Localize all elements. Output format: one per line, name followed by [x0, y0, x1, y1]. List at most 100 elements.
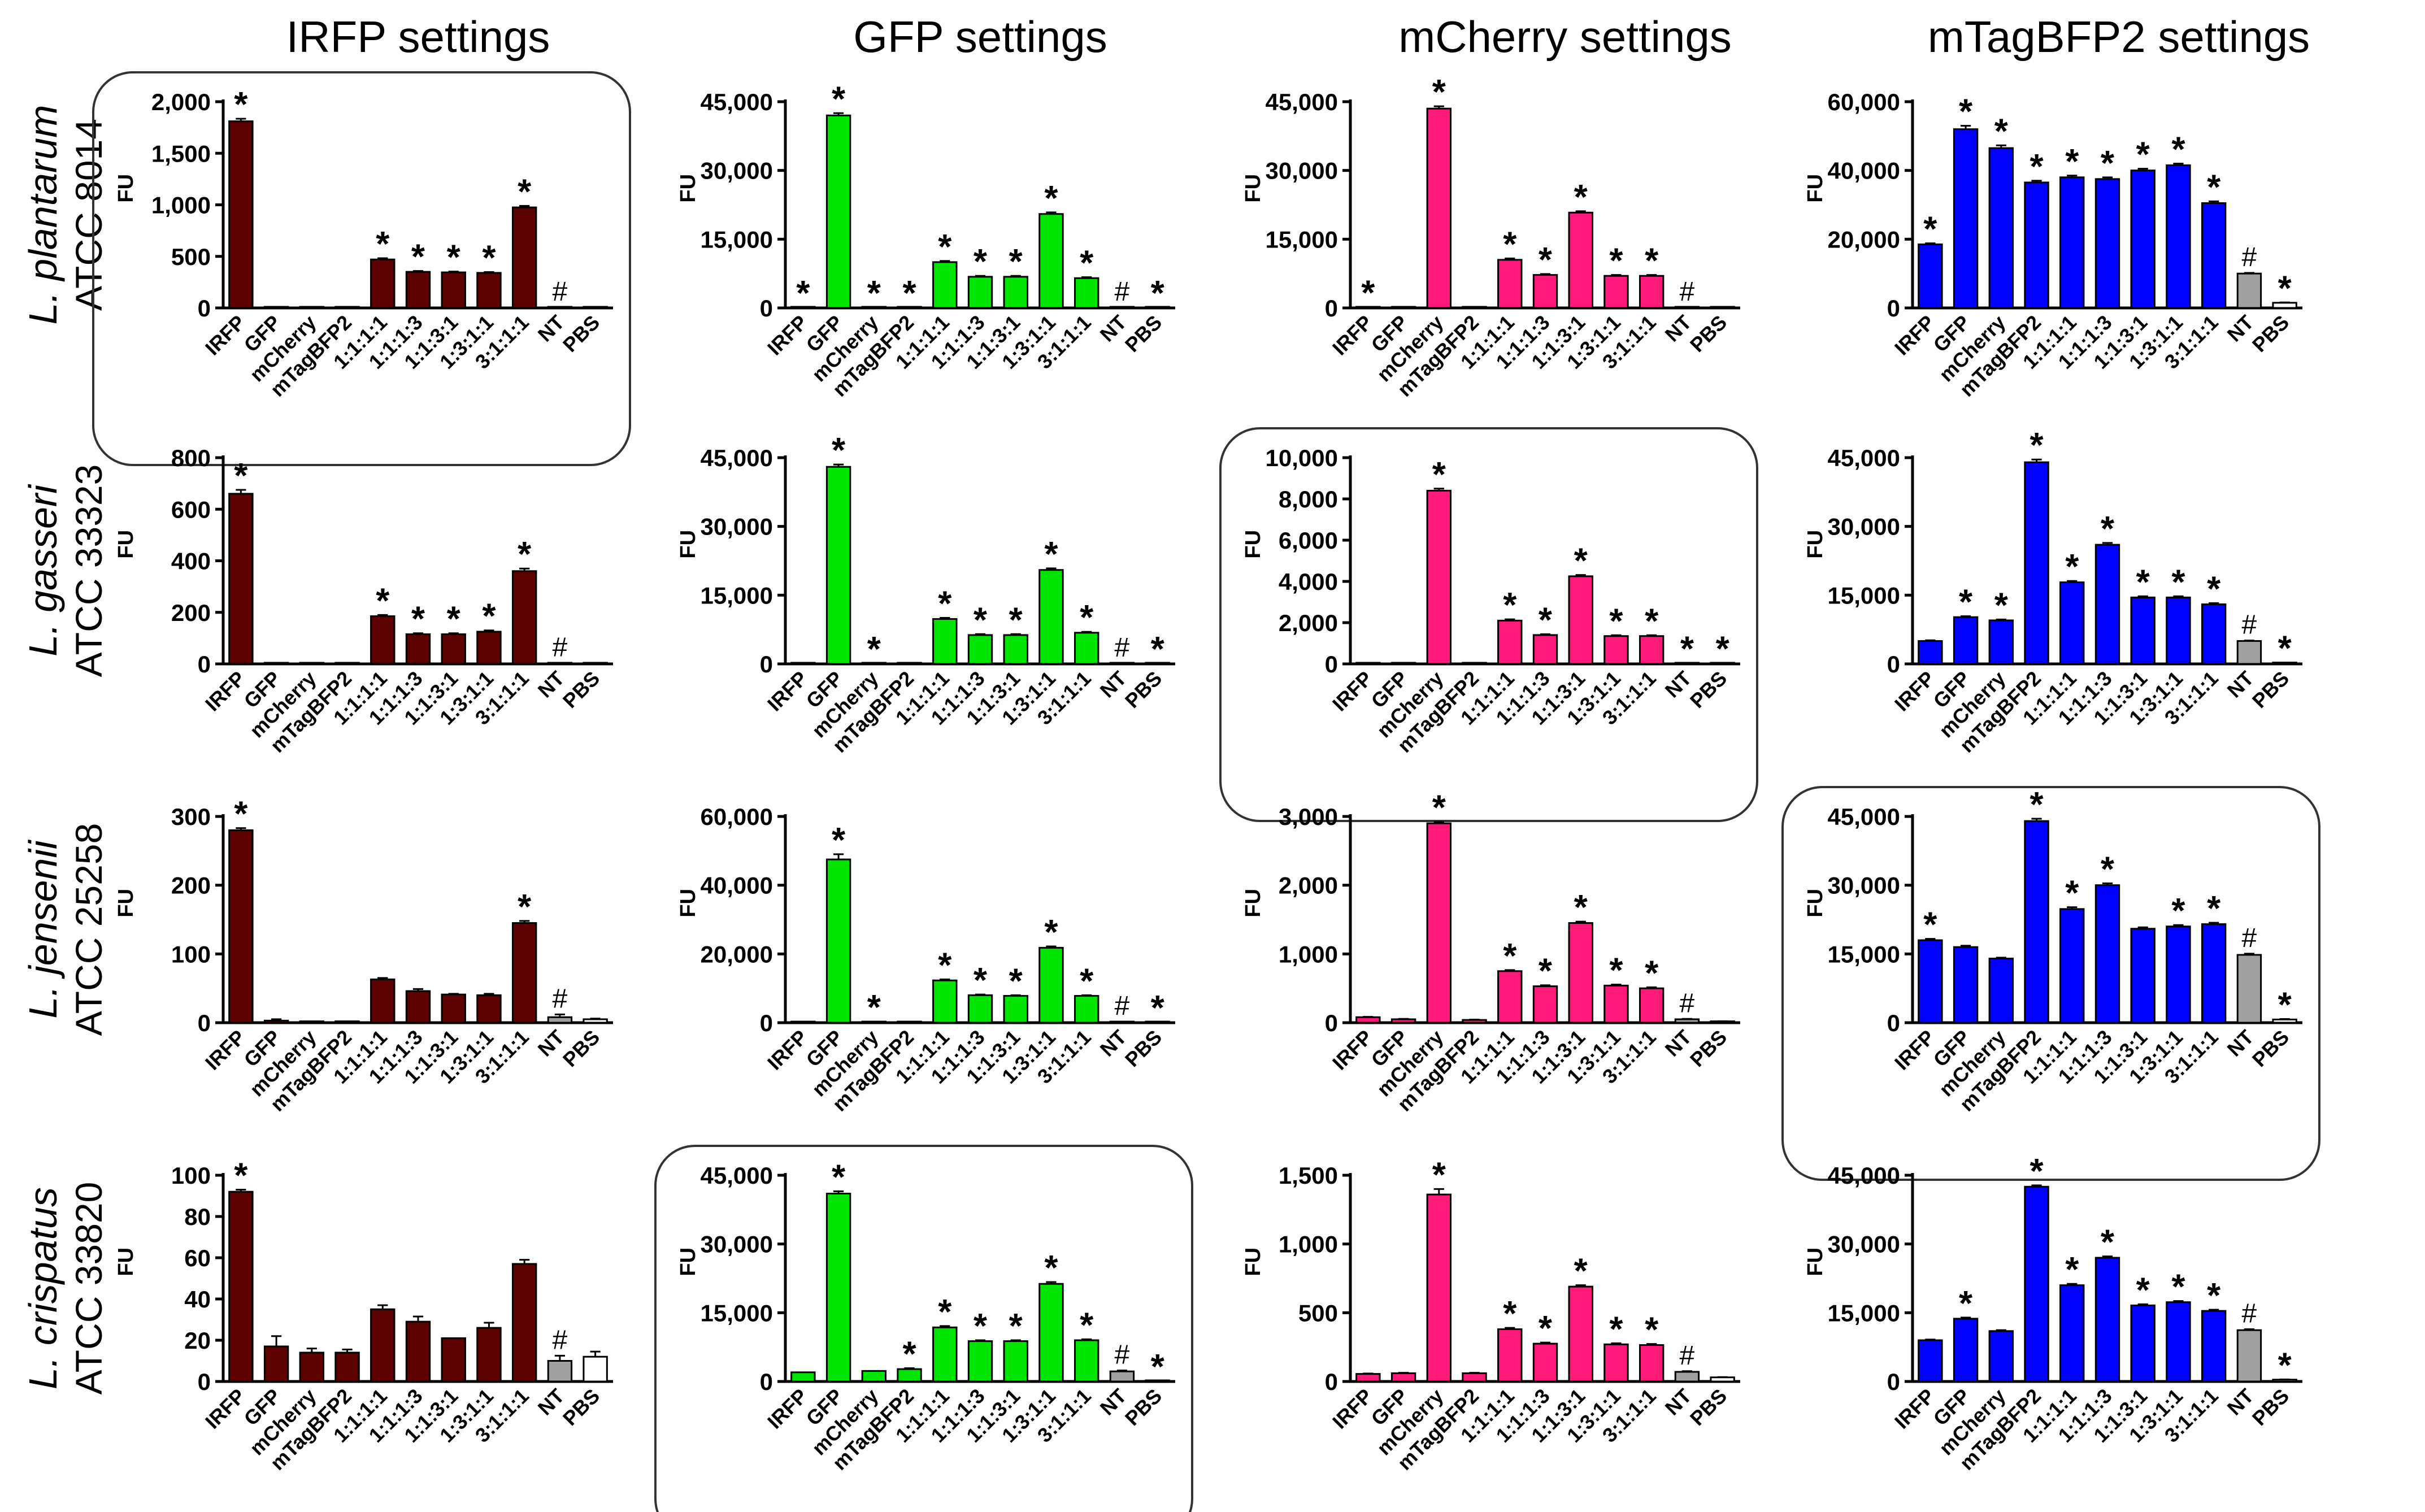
bar: [790, 306, 816, 309]
bar: [2059, 1284, 2085, 1383]
bar: [583, 1018, 608, 1024]
bar: [1426, 489, 1452, 665]
significance-mark: *: [1609, 242, 1623, 281]
bar: [2166, 926, 2191, 1024]
bar: [1038, 1283, 1064, 1383]
significance-mark: *: [234, 457, 248, 496]
chart-panel: 020,00040,00060,000FUIRFP*GFP*mCherrymTa…: [676, 803, 1175, 1116]
column-title: mTagBFP2 settings: [1928, 12, 2310, 62]
bar: [1145, 306, 1170, 309]
bar: [2236, 1329, 2262, 1383]
significance-mark: *: [1503, 1294, 1517, 1333]
y-tick-label: 0: [1325, 1368, 1338, 1395]
significance-mark: *: [2278, 986, 2292, 1025]
bar: [897, 306, 922, 309]
significance-mark: #: [2242, 610, 2257, 640]
bar: [1462, 662, 1487, 665]
significance-mark: *: [1645, 602, 1659, 641]
bar: [967, 1340, 993, 1383]
significance-mark: *: [2171, 1268, 2185, 1307]
significance-mark: *: [832, 821, 846, 860]
bar: [1426, 822, 1452, 1024]
row-label-strain: ATCC 25258: [68, 823, 110, 1036]
significance-mark: *: [1539, 1309, 1553, 1348]
y-tick-label: 0: [198, 295, 211, 321]
y-tick-label: 30,000: [1828, 514, 1900, 540]
x-tick-label: PBS: [1685, 1026, 1731, 1071]
y-tick-label: 15,000: [1828, 941, 1900, 967]
y-tick-label: 45,000: [701, 89, 773, 115]
bar: [1918, 640, 1943, 665]
bar: [511, 1263, 537, 1383]
y-axis-label: FU: [1241, 174, 1265, 203]
significance-mark: *: [1716, 630, 1730, 669]
significance-mark: *: [1994, 112, 2009, 151]
bar: [583, 306, 608, 309]
significance-mark: *: [1432, 73, 1446, 112]
significance-mark: *: [902, 1335, 916, 1374]
highlight-frame: [1219, 427, 1758, 822]
y-tick-label: 200: [171, 599, 211, 626]
significance-mark: *: [1503, 586, 1517, 625]
y-tick-label: 800: [171, 445, 211, 471]
significance-mark: *: [1959, 583, 1973, 622]
significance-mark: *: [2171, 563, 2185, 602]
y-tick-label: 0: [198, 1368, 211, 1395]
bar: [2236, 954, 2262, 1024]
y-tick-label: 15,000: [1266, 226, 1338, 253]
significance-mark: *: [2101, 144, 2115, 183]
x-tick-label: PBS: [1685, 667, 1731, 712]
significance-mark: *: [1680, 630, 1694, 669]
significance-mark: *: [1994, 586, 2009, 625]
x-tick-label: PBS: [1685, 311, 1731, 357]
bar: [299, 1020, 325, 1024]
bar: [825, 1192, 851, 1383]
bar: [2024, 181, 2049, 309]
bar: [334, 1352, 360, 1383]
bar: [1109, 1370, 1135, 1383]
bar: [2201, 923, 2227, 1024]
bar: [1918, 939, 1943, 1024]
significance-mark: *: [1539, 952, 1553, 991]
significance-mark: *: [2136, 136, 2150, 175]
bar: [1603, 984, 1629, 1024]
bar: [1145, 1379, 1170, 1383]
bar: [228, 493, 254, 665]
bar: [2024, 461, 2049, 665]
significance-mark: *: [2136, 563, 2150, 602]
significance-mark: *: [482, 238, 496, 277]
significance-mark: *: [2207, 1276, 2221, 1315]
bar: [299, 662, 325, 665]
y-tick-label: 400: [171, 548, 211, 575]
chart-panel: 05001,0001,5002,000FU*IRFPGFPmCherrymTag…: [92, 71, 631, 466]
significance-mark: *: [1539, 241, 1553, 280]
y-axis-label: FU: [1803, 174, 1827, 203]
y-tick-label: 30,000: [1266, 158, 1338, 184]
significance-mark: #: [1680, 988, 1695, 1018]
significance-mark: *: [1609, 602, 1623, 641]
bar: [370, 615, 396, 665]
bar: [2130, 170, 2155, 309]
significance-mark: *: [1923, 906, 1937, 945]
x-tick-label: PBS: [1685, 1384, 1731, 1430]
y-tick-label: 20,000: [701, 941, 773, 967]
column-title: GFP settings: [853, 12, 1107, 62]
y-tick-label: 2,000: [151, 89, 211, 115]
y-tick-label: 15,000: [1828, 1300, 1900, 1326]
y-tick-label: 300: [171, 803, 211, 830]
bar: [1426, 107, 1452, 309]
y-tick-label: 10,000: [1266, 445, 1338, 471]
y-tick-label: 2,000: [1279, 610, 1338, 636]
bar: [1497, 970, 1523, 1024]
bar: [370, 978, 396, 1024]
significance-mark: *: [1574, 1252, 1588, 1291]
bar: [1603, 275, 1629, 309]
significance-mark: #: [1115, 277, 1130, 307]
bar: [2130, 1304, 2155, 1383]
bar: [932, 261, 958, 309]
bar: [1038, 569, 1064, 665]
y-axis-label: FU: [114, 889, 138, 918]
y-axis-label: FU: [1241, 530, 1265, 559]
y-tick-label: 0: [1887, 1010, 1900, 1036]
bar: [1532, 634, 1558, 665]
